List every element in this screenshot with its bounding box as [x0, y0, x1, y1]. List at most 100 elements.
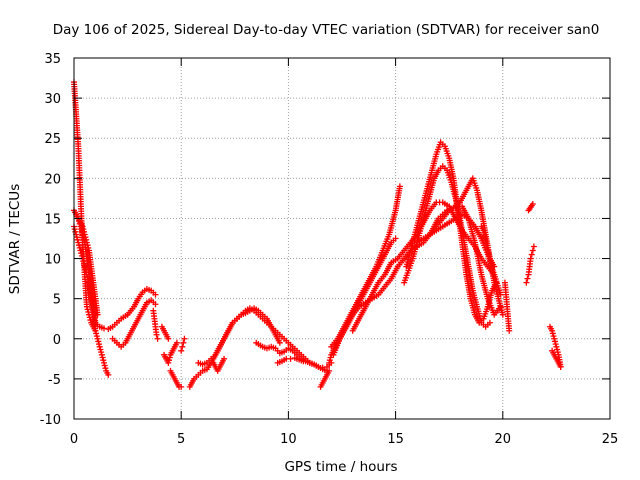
- data-point: [76, 244, 83, 251]
- data-point: [78, 252, 85, 259]
- data-point: [180, 339, 187, 346]
- data-point: [178, 347, 185, 354]
- series-sat-o: [274, 355, 307, 366]
- data-point: [484, 244, 491, 251]
- data-point: [97, 346, 104, 353]
- data-point: [482, 239, 489, 246]
- data-point: [101, 359, 108, 366]
- data-point: [84, 306, 91, 313]
- series-sat-j: [178, 335, 188, 354]
- data-point: [165, 335, 172, 342]
- y-tick-label: 0: [53, 333, 61, 348]
- data-point: [72, 228, 79, 235]
- data-point: [80, 258, 87, 265]
- data-point: [85, 244, 92, 251]
- series-sat-m: [210, 355, 228, 374]
- series-sat-aa: [525, 201, 536, 214]
- data-point: [529, 247, 536, 254]
- data-points: [71, 79, 564, 390]
- data-point: [82, 234, 89, 241]
- data-point: [499, 311, 506, 318]
- data-point: [557, 363, 564, 370]
- data-point: [101, 362, 108, 369]
- data-point: [76, 242, 83, 249]
- data-point: [83, 268, 90, 275]
- data-point: [81, 228, 88, 235]
- data-point: [152, 291, 159, 298]
- data-point: [181, 335, 188, 342]
- series-sat-ab: [523, 243, 537, 286]
- data-point: [100, 357, 107, 364]
- series-sat-h: [161, 339, 180, 366]
- series-sat-z: [501, 279, 513, 334]
- data-point: [82, 266, 89, 273]
- data-point: [553, 343, 560, 350]
- series-sat-d: [75, 215, 101, 318]
- data-point: [549, 327, 556, 334]
- data-point: [81, 231, 88, 238]
- data-point: [524, 275, 531, 282]
- data-point: [528, 251, 535, 258]
- data-point: [153, 331, 160, 338]
- series-sat-f: [150, 307, 161, 342]
- y-tick-label: 20: [44, 172, 61, 187]
- data-point: [327, 354, 334, 361]
- chart-title: Day 106 of 2025, Sidereal Day-to-day VTE…: [53, 22, 600, 38]
- series-sat-e: [109, 297, 159, 350]
- data-point: [75, 239, 82, 246]
- data-point: [527, 255, 534, 262]
- data-point: [83, 271, 90, 278]
- y-tick-label: 30: [44, 92, 61, 107]
- y-tick-label: 35: [44, 52, 61, 67]
- data-point: [81, 260, 88, 267]
- data-point: [95, 338, 102, 345]
- data-point: [73, 234, 80, 241]
- series-sat-i: [167, 367, 185, 390]
- data-point: [98, 349, 105, 356]
- data-point: [83, 239, 90, 246]
- data-point: [99, 354, 106, 361]
- data-point: [486, 319, 493, 326]
- data-point: [93, 333, 100, 340]
- y-tick-label: 15: [44, 212, 61, 227]
- data-point: [178, 383, 185, 390]
- data-point: [83, 303, 90, 310]
- data-point: [74, 236, 81, 243]
- x-axis-label: GPS time / hours: [284, 459, 397, 475]
- series-sat-p: [317, 367, 333, 390]
- series-sat-ad: [549, 347, 564, 370]
- data-point: [93, 330, 100, 337]
- data-point: [80, 226, 87, 233]
- data-point: [550, 333, 557, 340]
- data-point: [166, 357, 173, 364]
- y-tick-label: -10: [40, 413, 61, 428]
- data-point: [165, 359, 172, 366]
- data-point: [179, 343, 186, 350]
- data-point: [78, 250, 85, 257]
- data-point: [551, 335, 558, 342]
- data-point: [549, 330, 556, 337]
- data-point: [71, 226, 78, 233]
- data-point: [221, 355, 228, 362]
- data-point: [92, 327, 99, 334]
- data-point: [484, 247, 491, 254]
- y-tick-label: 5: [53, 293, 61, 308]
- data-point: [154, 335, 161, 342]
- data-point: [96, 341, 103, 348]
- data-point: [79, 223, 86, 230]
- data-point: [83, 236, 90, 243]
- y-tick-label: 10: [44, 253, 61, 268]
- tick-labels: 0 5 10 15 20 25 -10 -5 0 5 10 15 20 25 30 35: [40, 52, 619, 447]
- data-point: [530, 243, 537, 250]
- x-tick-label: 10: [280, 432, 297, 447]
- data-point: [94, 335, 101, 342]
- series-sat-v: [403, 139, 500, 326]
- data-point: [506, 327, 513, 334]
- data-point: [105, 371, 112, 378]
- data-point: [483, 242, 490, 249]
- x-tick-label: 0: [70, 432, 78, 447]
- data-point: [152, 301, 159, 308]
- data-point: [551, 338, 558, 345]
- y-tick-label: -5: [48, 373, 61, 388]
